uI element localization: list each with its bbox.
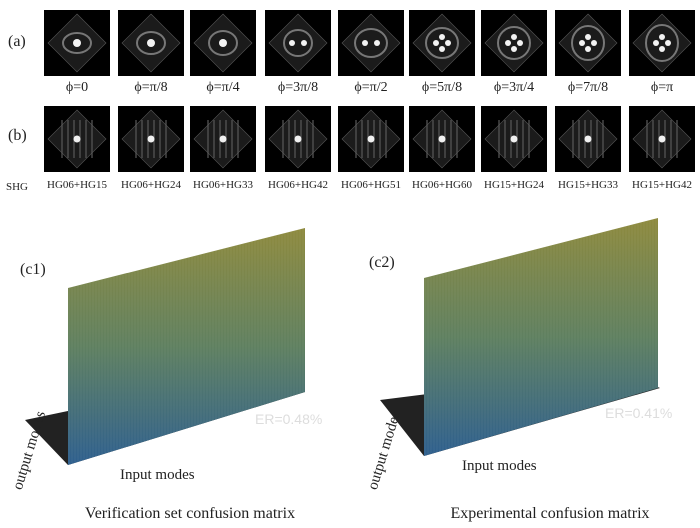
- shg-caption: HG06+HG60: [412, 179, 472, 191]
- phase-pattern-image: [629, 10, 695, 76]
- phase-caption: ϕ=5π/8: [421, 80, 463, 95]
- phase-caption: ϕ=π/2: [354, 80, 388, 95]
- phase-pattern-image: [555, 10, 621, 76]
- phase-pattern-image: [481, 10, 547, 76]
- phase-pattern-image: [118, 10, 184, 76]
- row-a-label: (a): [8, 33, 26, 50]
- phase-pattern-image: [338, 10, 404, 76]
- input-axis-label-c2: Input modes: [462, 458, 537, 474]
- confusion-matrix-c2: [380, 218, 660, 456]
- shg-caption: HG06+HG33: [193, 179, 253, 191]
- input-axis-label-c1: Input modes: [120, 467, 195, 483]
- caption-c1: Verification set confusion matrix: [84, 505, 296, 522]
- matrix-stripes-c2: [424, 218, 657, 456]
- shg-pattern-image: [338, 106, 404, 172]
- confusion-matrix-c1: [25, 228, 305, 465]
- phase-pattern-image: [265, 10, 331, 76]
- phase-caption: ϕ=3π/8: [277, 80, 319, 95]
- phase-pattern-image: [409, 10, 475, 76]
- phase-caption: ϕ=π: [650, 80, 674, 95]
- shg-pattern-image: [190, 106, 256, 172]
- shg-label: SHG: [6, 181, 29, 193]
- phase-caption: ϕ=7π/8: [567, 80, 609, 95]
- phase-caption: ϕ=π/4: [206, 80, 240, 95]
- shg-caption: HG15+HG24: [484, 179, 544, 191]
- shg-pattern-image: [118, 106, 184, 172]
- row-b-label: (b): [8, 127, 27, 144]
- panel-c2-label: (c2): [369, 254, 395, 271]
- caption-c2: Experimental confusion matrix: [450, 505, 650, 522]
- shg-caption: HG15+HG33: [558, 179, 618, 191]
- shg-caption: HG15+HG42: [632, 179, 692, 191]
- shg-caption: HG06+HG42: [268, 179, 328, 191]
- shg-pattern-image: [629, 106, 695, 172]
- shg-caption: HG06+HG15: [47, 179, 107, 191]
- phase-caption: ϕ=3π/4: [493, 80, 535, 95]
- matrix-wall-c1: [68, 228, 305, 465]
- phase-pattern-image: [44, 10, 110, 76]
- shg-pattern-image: [409, 106, 475, 172]
- phase-caption: ϕ=π/8: [134, 80, 168, 95]
- er-value-c1: ER=0.48%: [255, 411, 323, 427]
- phase-caption: ϕ=0: [65, 80, 89, 95]
- er-value-c2: ER=0.41%: [605, 405, 673, 421]
- shg-pattern-image: [481, 106, 547, 172]
- phase-pattern-image: [190, 10, 256, 76]
- shg-pattern-image: [555, 106, 621, 172]
- matrix-wall-c2: [424, 218, 658, 456]
- shg-caption: HG06+HG51: [341, 179, 401, 191]
- shg-pattern-image: [265, 106, 331, 172]
- matrix-stripes-c1: [68, 228, 304, 465]
- shg-caption: HG06+HG24: [121, 179, 181, 191]
- shg-pattern-image: [44, 106, 110, 172]
- panel-c1-label: (c1): [20, 261, 46, 278]
